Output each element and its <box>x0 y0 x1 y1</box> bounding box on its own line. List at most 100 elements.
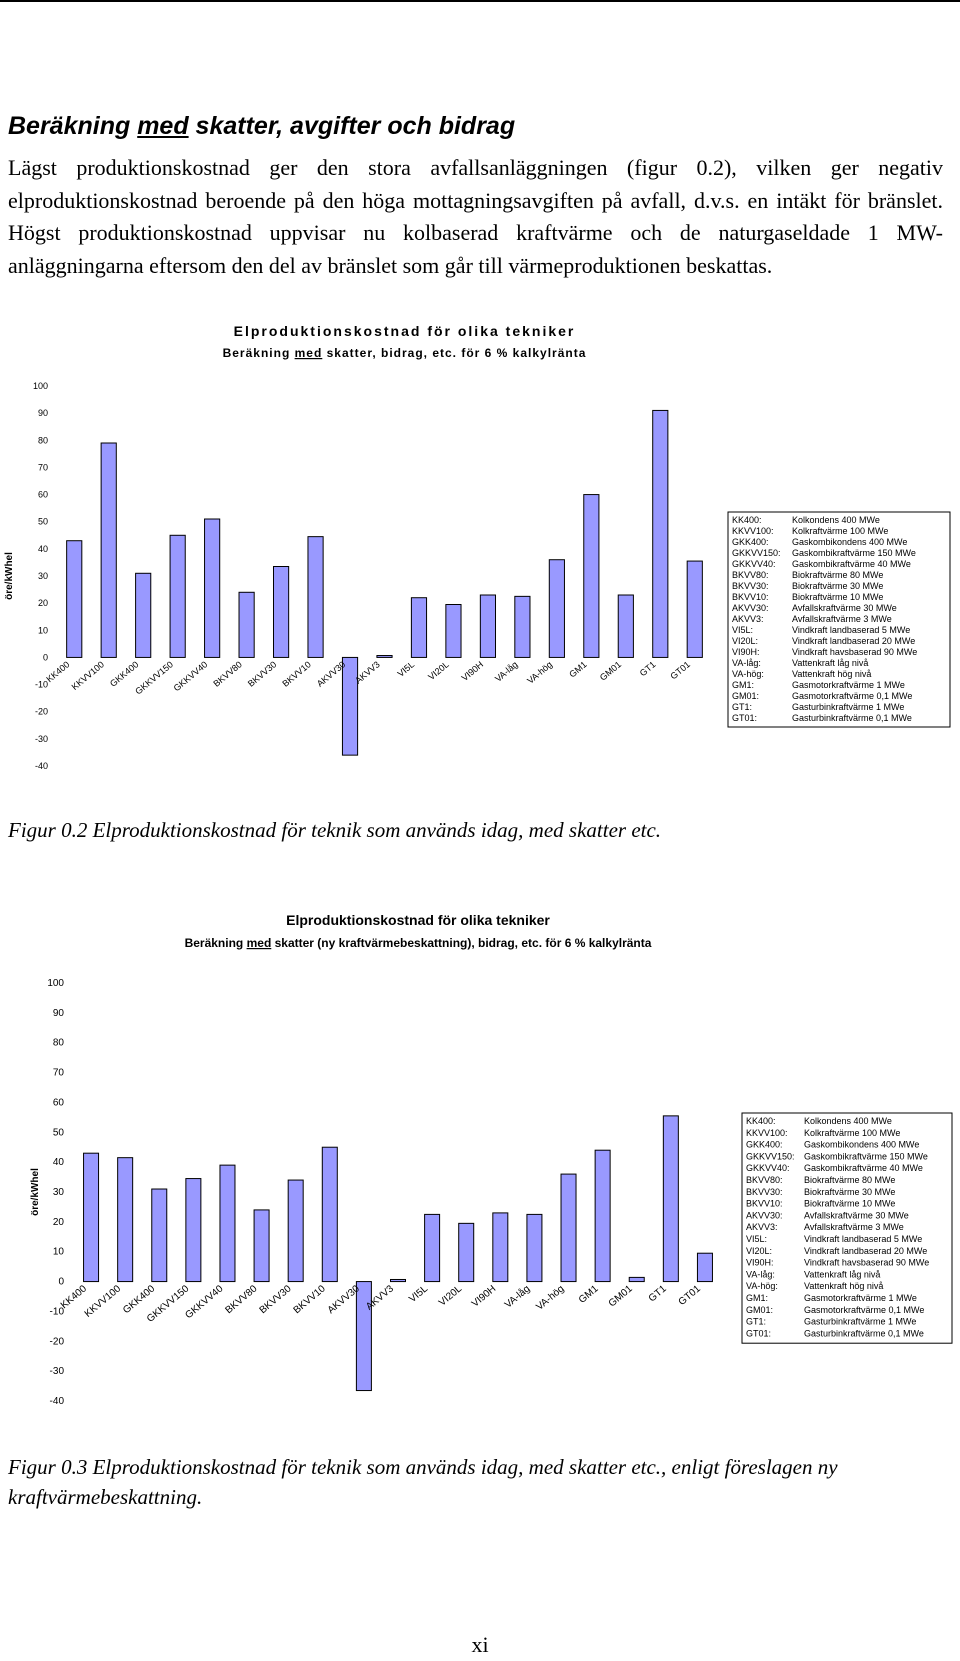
x-tick-label: GKK400 <box>108 659 140 689</box>
y-tick-label: 30 <box>53 1187 65 1198</box>
y-tick-label: -40 <box>35 761 48 771</box>
legend-text: Gasturbinkraftvärme 0,1 MWe <box>804 1328 924 1338</box>
legend-code: VI90H: <box>732 647 760 657</box>
legend-code: BKVV80: <box>746 1175 783 1185</box>
bar <box>204 518 221 658</box>
legend-text: Gaskombikraftvärme 150 MWe <box>804 1151 928 1161</box>
legend-code: VA-hög: <box>746 1281 778 1291</box>
x-tick-label: KKVV100 <box>70 659 106 692</box>
bar <box>287 1179 304 1283</box>
caption: Figur 0.3 Elproduktionskostnad för tekni… <box>8 1455 838 1509</box>
x-tick-label: BKVV30 <box>258 1283 294 1316</box>
heading-part: med <box>137 112 189 140</box>
y-tick-label: 90 <box>53 1008 65 1019</box>
bar <box>662 1115 679 1283</box>
heading-part: skatter, avgifter och bidrag <box>188 112 516 140</box>
legend-code: AKVV30: <box>746 1210 783 1220</box>
x-tick-label: GT01 <box>677 1283 704 1308</box>
legend-code: GM01: <box>732 691 759 701</box>
legend-code: VA-låg: <box>746 1269 775 1279</box>
legend-code: VI5L: <box>732 625 753 635</box>
legend-text: Biokraftvärme 80 MWe <box>792 570 883 580</box>
legend-code: BKVV30: <box>732 581 769 591</box>
x-tick-label: BKVV10 <box>292 1283 328 1316</box>
legend-text: Avfallskraftvärme 3 MWe <box>804 1222 904 1232</box>
y-tick-label: 0 <box>43 652 48 662</box>
legend-code: VI90H: <box>746 1258 774 1268</box>
legend-text: Gasmotorkraftvärme 1 MWe <box>804 1293 917 1303</box>
bar <box>514 595 531 658</box>
heading: Beräkning med skatter, avgifter och bidr… <box>8 112 515 141</box>
legend-text: Biokraftvärme 10 MWe <box>804 1199 895 1209</box>
legend-text: Gaskombikraftvärme 150 MWe <box>792 548 916 558</box>
chart-title: Elproduktionskostnad för olika tekniker <box>286 912 550 928</box>
chart-title: Elproduktionskostnad för olika tekniker <box>234 323 576 339</box>
legend-code: BKVV10: <box>746 1199 783 1209</box>
legend-code: KKVV100: <box>732 526 774 536</box>
bar <box>151 1188 168 1283</box>
legend-text: Biokraftvärme 30 MWe <box>792 581 883 591</box>
legend-code: GT01: <box>732 713 757 723</box>
caption: Figur 0.2 Elproduktionskostnad för tekni… <box>8 818 662 842</box>
legend-code: GKKVV40: <box>746 1163 790 1173</box>
legend-text: Vindkraft havsbaserad 90 MWe <box>792 647 917 657</box>
bar <box>135 572 152 658</box>
x-tick-label: BKVV80 <box>223 1283 259 1316</box>
y-tick-label: 80 <box>53 1038 65 1049</box>
legend-code: AKVV3: <box>732 614 764 624</box>
y-tick-label: 60 <box>38 490 48 500</box>
x-tick-label: GM01 <box>607 1283 635 1309</box>
y-tick-label: 50 <box>53 1127 65 1138</box>
bar <box>185 1178 202 1283</box>
chart-subtitle: Beräkning med skatter, bidrag, etc. för … <box>223 346 587 360</box>
subtitle-part: Beräkning <box>185 936 247 950</box>
bar <box>238 591 255 658</box>
subtitle-part: med <box>295 346 323 360</box>
chart: Elproduktionskostnad för olika tekniker B… <box>4 323 951 771</box>
legend-text: Gasturbinkraftvärme 0,1 MWe <box>792 713 912 723</box>
x-tick-label: GKKVV40 <box>172 659 210 693</box>
x-tick-label: VI90H <box>460 659 486 683</box>
bar <box>479 594 497 658</box>
legend-text: Gasturbinkraftvärme 1 MWe <box>804 1317 916 1327</box>
y-axis-label: öre/kWhel <box>4 552 15 600</box>
legend-code: AKVV3: <box>746 1222 778 1232</box>
x-tick-label: VA-hög <box>534 1283 566 1312</box>
bar <box>526 1213 543 1283</box>
y-tick-label: -30 <box>35 734 48 744</box>
y-tick-label: -20 <box>50 1336 65 1347</box>
legend-box <box>727 511 951 728</box>
bar <box>583 494 600 658</box>
legend-code: GM1: <box>732 680 754 690</box>
y-tick-label: -10 <box>50 1306 65 1317</box>
legend-text: Vattenkraft låg nivå <box>792 658 868 668</box>
chart-subtitle: Beräkning med skatter (ny kraftvärmebesk… <box>185 936 652 950</box>
bar <box>652 409 669 658</box>
heading-part: Beräkning <box>8 112 138 140</box>
bar <box>617 594 634 658</box>
y-tick-label: 80 <box>38 435 48 445</box>
paragraph: Lägst produktionskostnad ger den stora a… <box>8 155 943 278</box>
legend-code: KK400: <box>746 1116 776 1126</box>
bar <box>169 534 186 658</box>
x-tick-label: GM1 <box>577 1283 601 1306</box>
y-tick-label: 10 <box>53 1247 65 1258</box>
x-tick-label: BKVV80 <box>211 659 243 689</box>
y-tick-label: -40 <box>50 1396 65 1407</box>
bar <box>696 1252 713 1283</box>
x-tick-label: GKKVV40 <box>183 1283 225 1321</box>
y-tick-label: 100 <box>47 978 64 989</box>
legend-text: Gaskombikondens 400 MWe <box>804 1140 919 1150</box>
legend-code: GKK400: <box>732 537 769 547</box>
y-tick-label: 60 <box>53 1097 65 1108</box>
legend-code: GT1: <box>732 702 752 712</box>
y-tick-label: 40 <box>53 1157 65 1168</box>
bar <box>307 536 324 658</box>
subtitle-part: med <box>247 936 272 950</box>
legend-text: Vattenkraft låg nivå <box>804 1269 880 1279</box>
legend-code: GKKVV150: <box>732 548 781 558</box>
chart: Elproduktionskostnad för olika tekniker B… <box>30 912 953 1407</box>
x-tick-label: GM1 <box>567 659 588 679</box>
y-tick-label: 100 <box>33 381 48 391</box>
legend-text: Gasmotorkraftvärme 1 MWe <box>792 680 905 690</box>
